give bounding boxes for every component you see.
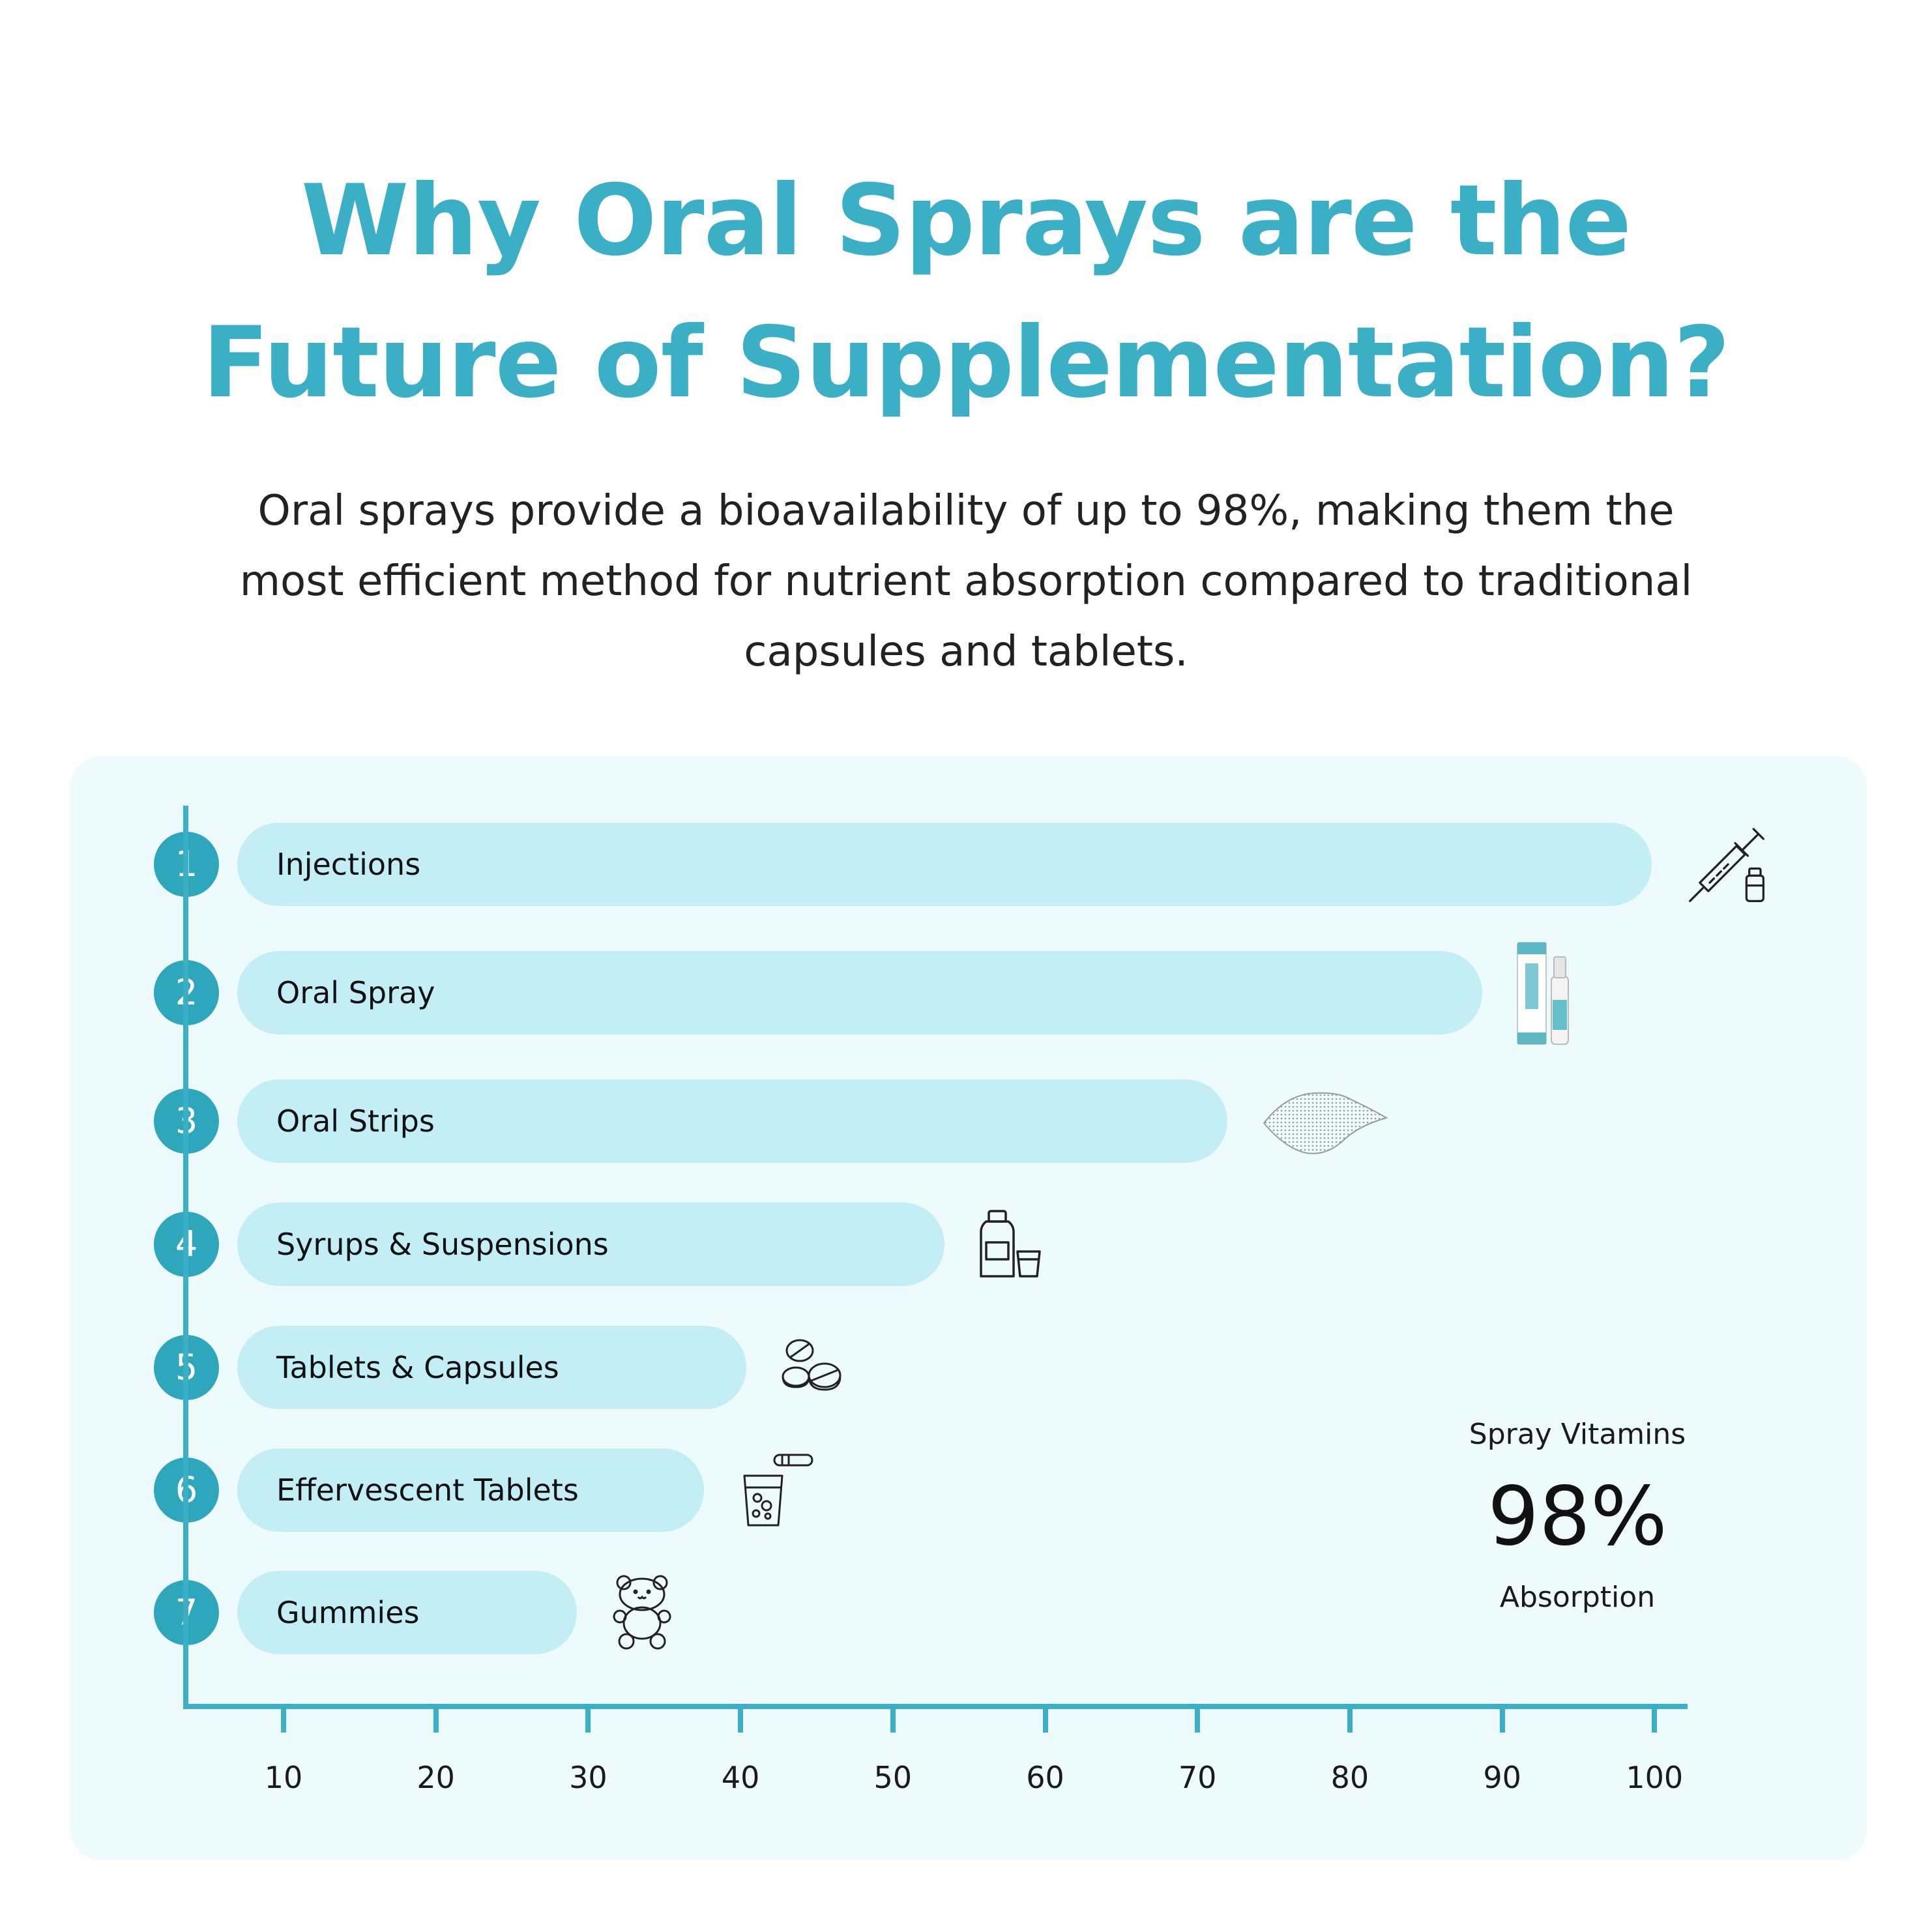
bar-label: Injections — [276, 847, 421, 882]
x-tick — [890, 1706, 896, 1733]
callout-label-bottom: Absorption — [1499, 1581, 1656, 1614]
bar-syrups-suspensions — [237, 1203, 944, 1286]
effervescent-glass-icon — [737, 1451, 815, 1529]
bar-label: Oral Strips — [276, 1104, 435, 1139]
bar-label: Effervescent Tablets — [276, 1472, 579, 1508]
x-tick — [1195, 1706, 1201, 1733]
syringe-icon — [1684, 822, 1769, 907]
x-tick — [1347, 1706, 1353, 1733]
subtitle-line-3: capsules and tablets. — [744, 628, 1188, 676]
x-tick — [1499, 1706, 1505, 1733]
bar-oral-spray — [237, 951, 1482, 1034]
x-tick-label: 40 — [721, 1760, 760, 1795]
x-tick — [738, 1706, 744, 1733]
x-tick-label: 60 — [1026, 1760, 1064, 1795]
tablets-icon — [779, 1335, 844, 1400]
x-tick — [585, 1706, 591, 1733]
x-tick-label: 80 — [1330, 1760, 1369, 1795]
x-tick — [433, 1706, 439, 1733]
x-tick-label: 90 — [1483, 1760, 1521, 1795]
title-line-2: Future of Supplementation? — [202, 306, 1730, 420]
x-tick-label: 70 — [1178, 1760, 1217, 1795]
x-tick-label: 20 — [417, 1760, 455, 1795]
chart-panel — [70, 756, 1867, 1860]
bar-gummies — [237, 1571, 577, 1654]
x-tick-label: 10 — [264, 1760, 303, 1795]
x-tick-label: 30 — [569, 1760, 607, 1795]
callout-value: 98% — [1487, 1470, 1667, 1564]
page-subtitle: Oral sprays provide a bioavailability of… — [130, 476, 1802, 687]
syrup-bottle-icon — [977, 1208, 1049, 1280]
bar-label: Syrups & Suspensions — [276, 1227, 609, 1262]
x-axis-line — [183, 1704, 1688, 1709]
title-line-1: Why Oral Sprays are the — [300, 164, 1632, 278]
x-tick-label: 50 — [873, 1760, 913, 1795]
bar-label: Oral Spray — [276, 975, 435, 1010]
gummy-bear-icon — [609, 1573, 675, 1652]
x-tick — [281, 1706, 286, 1733]
bar-oral-strips — [237, 1079, 1227, 1163]
spray-bottle-icon — [1515, 937, 1573, 1048]
x-tick — [1042, 1706, 1048, 1733]
bar-effervescent-tablets — [237, 1448, 705, 1532]
bar-injections — [237, 823, 1652, 906]
bar-label: Tablets & Capsules — [276, 1350, 559, 1385]
subtitle-line-1: Oral sprays provide a bioavailability of… — [257, 487, 1675, 535]
page-title: Why Oral Sprays are the Future of Supple… — [0, 150, 1932, 434]
bar-tablets-capsules — [237, 1326, 747, 1409]
subtitle-line-2: most efficient method for nutrient absor… — [239, 557, 1693, 606]
oral-strip-icon — [1260, 1085, 1390, 1157]
x-tick-label: 100 — [1626, 1760, 1684, 1795]
y-axis-line — [183, 806, 188, 1709]
bar-label: Gummies — [276, 1595, 420, 1630]
x-tick — [1652, 1706, 1658, 1733]
callout-label-top: Spray Vitamins — [1469, 1418, 1686, 1451]
